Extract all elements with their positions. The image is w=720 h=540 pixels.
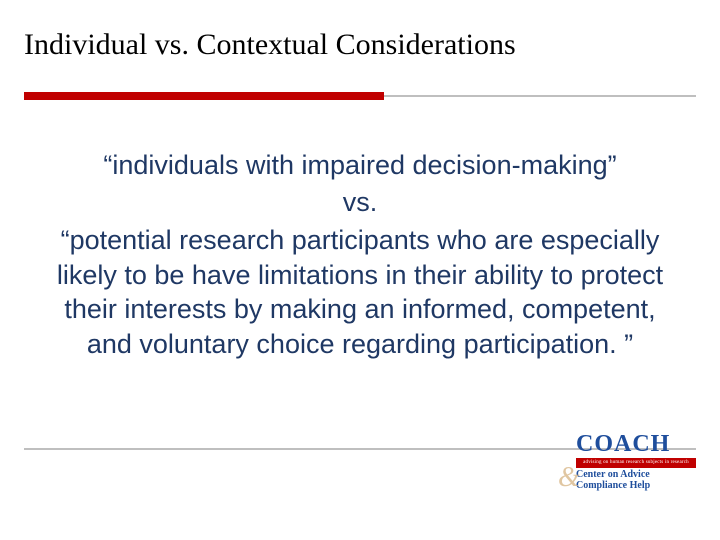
logo-sub-line1: Center on Advice	[576, 470, 696, 481]
divider-gray-segment	[384, 95, 696, 97]
quote-2: “potential research participants who are…	[48, 223, 672, 361]
body-text: “individuals with impaired decision-maki…	[48, 148, 672, 361]
logo-sub-line2: Compliance Help	[576, 481, 696, 492]
ampersand-icon: &	[558, 462, 580, 494]
vs-label: vs.	[48, 185, 672, 220]
title-divider	[24, 92, 696, 100]
slide: Individual vs. Contextual Considerations…	[0, 0, 720, 540]
divider-red-segment	[24, 92, 384, 100]
quote-1: “individuals with impaired decision-maki…	[48, 148, 672, 183]
logo-main-text: COACH	[576, 432, 696, 456]
logo-bar-text: advising on human research subjects in r…	[576, 458, 696, 468]
slide-title: Individual vs. Contextual Considerations	[24, 28, 516, 62]
coach-logo: & COACH advising on human research subje…	[576, 432, 696, 486]
